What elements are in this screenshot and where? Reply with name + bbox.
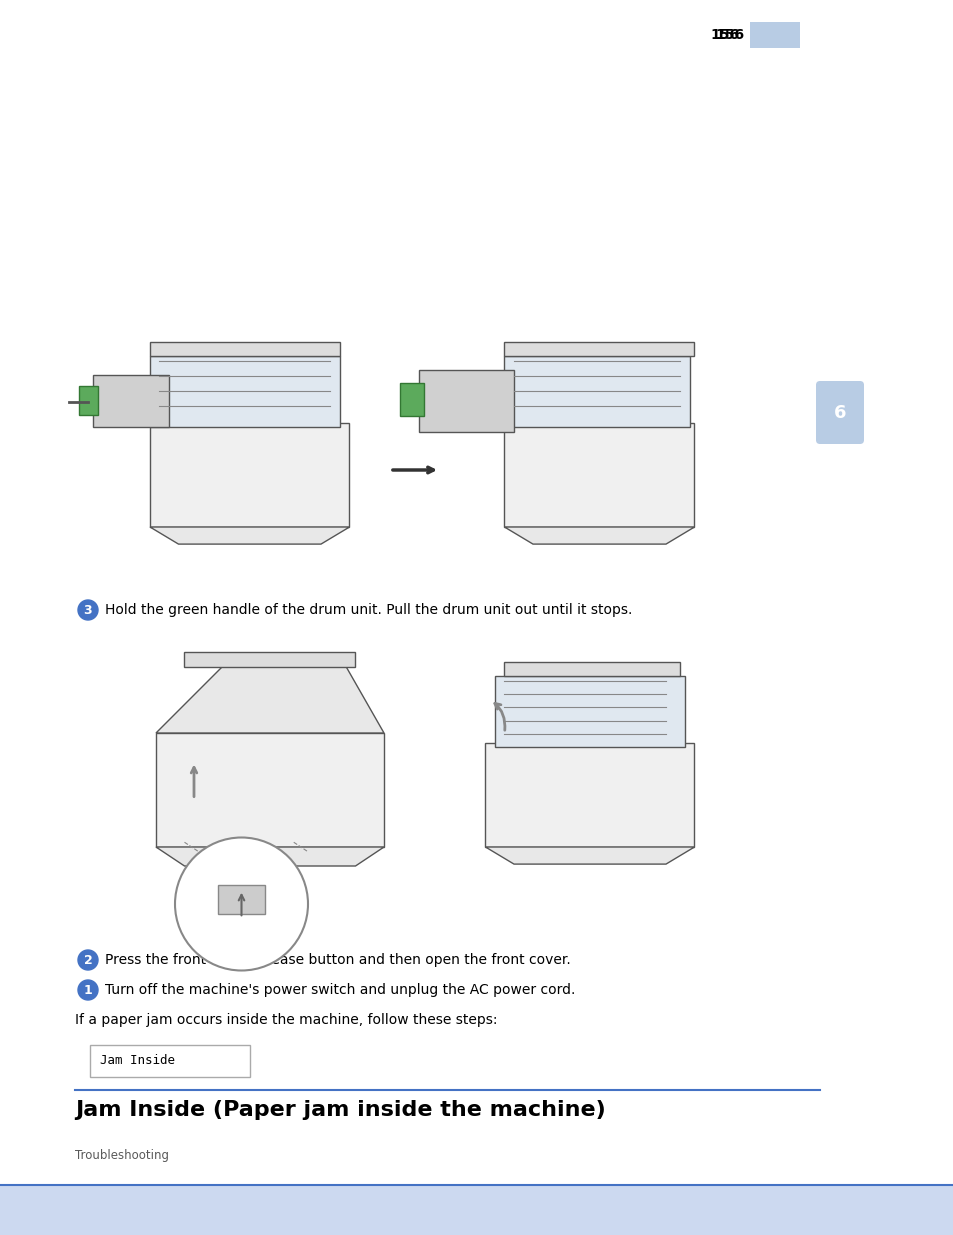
Polygon shape: [156, 847, 384, 866]
Bar: [485, 742, 694, 847]
Text: 2: 2: [84, 953, 92, 967]
Circle shape: [174, 837, 308, 971]
FancyBboxPatch shape: [815, 382, 863, 445]
Text: Troubleshooting: Troubleshooting: [75, 1149, 169, 1161]
Text: Turn off the machine's power switch and unplug the AC power cord.: Turn off the machine's power switch and …: [105, 983, 575, 997]
Bar: [0, 1186, 953, 1235]
Bar: [217, 885, 265, 914]
Circle shape: [78, 981, 98, 1000]
Bar: [150, 356, 339, 427]
Bar: [150, 342, 339, 356]
Polygon shape: [156, 667, 384, 734]
FancyBboxPatch shape: [90, 1045, 250, 1077]
Bar: [399, 383, 423, 416]
Text: 6: 6: [833, 404, 845, 422]
Text: If a paper jam occurs inside the machine, follow these steps:: If a paper jam occurs inside the machine…: [75, 1013, 497, 1028]
Text: 1: 1: [84, 983, 92, 997]
Bar: [418, 370, 514, 432]
Text: Press the front cover release button and then open the front cover.: Press the front cover release button and…: [105, 953, 570, 967]
Bar: [504, 342, 694, 356]
Text: 156: 156: [715, 28, 744, 42]
Bar: [504, 356, 689, 427]
Bar: [504, 662, 679, 676]
Bar: [79, 387, 97, 415]
Circle shape: [78, 950, 98, 969]
Bar: [495, 676, 684, 747]
Text: Jam Inside: Jam Inside: [100, 1055, 174, 1067]
Bar: [156, 734, 384, 847]
Text: Hold the green handle of the drum unit. Pull the drum unit out until it stops.: Hold the green handle of the drum unit. …: [105, 603, 632, 618]
Bar: [150, 422, 349, 527]
Polygon shape: [485, 847, 694, 864]
Text: Jam Inside (Paper jam inside the machine): Jam Inside (Paper jam inside the machine…: [75, 1100, 605, 1120]
Text: 156: 156: [710, 28, 740, 42]
Bar: [92, 375, 169, 427]
Polygon shape: [150, 527, 349, 545]
Bar: [504, 422, 694, 527]
Text: 3: 3: [84, 604, 92, 616]
Circle shape: [78, 600, 98, 620]
Polygon shape: [504, 527, 694, 545]
Bar: [184, 652, 355, 667]
Bar: [749, 22, 800, 48]
